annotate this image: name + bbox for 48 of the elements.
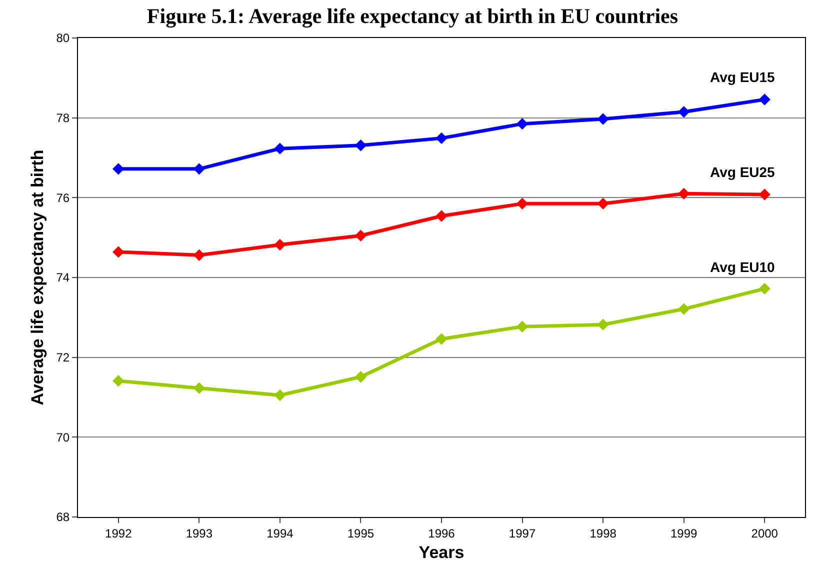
series-label: Avg EU15: [710, 69, 776, 85]
point: [112, 163, 124, 175]
point: [516, 320, 528, 332]
point: [112, 375, 124, 387]
point: [274, 389, 286, 402]
series-label: Avg EU25: [710, 164, 776, 180]
chart-title: Figure 5.1: Average life expectancy at birth in EU countries: [146, 4, 678, 28]
point: [193, 163, 206, 175]
y-tick-label: 72: [56, 350, 70, 365]
point: [274, 142, 286, 154]
point: [112, 246, 124, 258]
point: [758, 282, 770, 295]
x-tick-label: 1993: [186, 526, 213, 540]
point: [516, 118, 528, 130]
point: [354, 140, 367, 152]
point: [436, 210, 448, 222]
x-tick-label: 1995: [347, 526, 374, 540]
y-tick-label: 78: [56, 111, 70, 126]
point: [597, 318, 609, 330]
y-tick-label: 76: [56, 190, 70, 205]
x-tick-label: 2000: [751, 526, 778, 540]
point: [193, 249, 206, 261]
y-tick-label: 70: [56, 430, 70, 444]
series-label: Avg EU10: [710, 259, 776, 275]
point: [758, 188, 770, 200]
point: [274, 238, 286, 251]
point: [436, 333, 448, 345]
point: [436, 132, 448, 144]
x-tick-label: 1996: [428, 526, 456, 540]
point: [354, 230, 367, 242]
point: [678, 106, 690, 118]
x-axis-title: Years: [418, 542, 464, 562]
point: [193, 382, 206, 394]
x-tick-label: 1998: [590, 526, 617, 540]
x-tick-label: 1999: [670, 526, 698, 540]
point: [516, 198, 528, 210]
y-tick-label: 74: [56, 270, 70, 285]
point: [354, 371, 367, 383]
point: [597, 113, 609, 125]
y-axis-title: Average life expectancy at birth: [28, 150, 47, 406]
y-tick-label: 68: [56, 510, 70, 524]
x-tick-label: 1994: [266, 526, 294, 540]
point: [678, 303, 690, 315]
x-tick-label: 1997: [508, 526, 536, 540]
point: [758, 94, 770, 106]
y-tick-label: 80: [56, 31, 70, 46]
x-tick-label: 1992: [105, 526, 132, 540]
point: [597, 198, 609, 210]
